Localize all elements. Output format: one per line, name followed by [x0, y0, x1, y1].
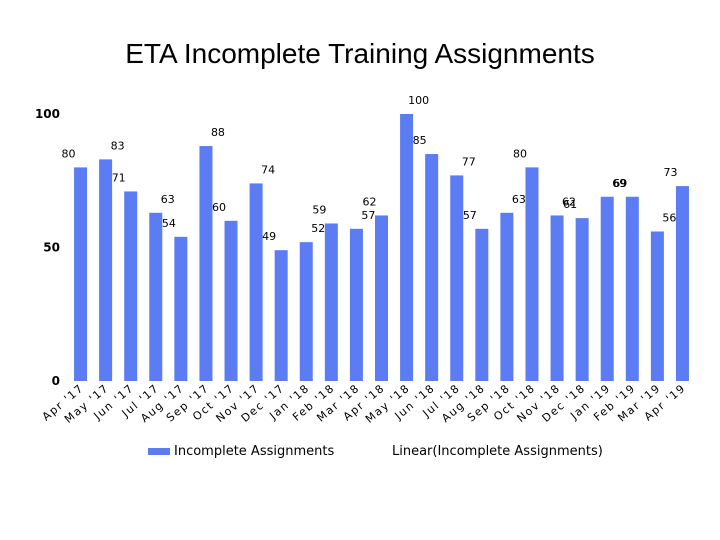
- legend-label-linear: Linear(Incomplete Assignments): [392, 444, 603, 459]
- data-label: 49: [262, 230, 276, 243]
- bars: [74, 114, 689, 381]
- bar: [400, 114, 414, 381]
- data-label: 100: [408, 94, 429, 107]
- bar: [650, 231, 664, 381]
- legend-label-incomplete: Incomplete Assignments: [174, 444, 335, 459]
- data-label: 73: [663, 166, 677, 179]
- data-label: 62: [562, 195, 576, 208]
- legend-item-incomplete: Incomplete Assignments: [148, 444, 334, 459]
- bar: [575, 218, 589, 381]
- data-label: 80: [62, 147, 76, 160]
- data-label: 57: [361, 209, 375, 222]
- bar: [500, 212, 514, 381]
- bar: [99, 159, 113, 381]
- bar: [174, 236, 188, 381]
- y-tick-label: 0: [52, 374, 60, 388]
- data-label: 57: [463, 209, 477, 222]
- bar: [274, 250, 288, 381]
- legend-item-linear: Linear(Incomplete Assignments): [392, 444, 603, 459]
- data-label: 74: [261, 163, 275, 176]
- y-tick-label: 50: [43, 241, 60, 255]
- bar: [299, 242, 313, 381]
- data-label: 71: [112, 171, 126, 184]
- bar: [224, 220, 238, 381]
- chart-title: ETA Incomplete Training Assignments: [125, 38, 595, 69]
- bar: [324, 223, 338, 381]
- bar: [199, 146, 213, 381]
- data-label: 69: [613, 177, 627, 190]
- bar: [249, 183, 263, 381]
- data-label: 59: [312, 203, 326, 216]
- legend-swatch-incomplete: [148, 448, 170, 455]
- data-label: 63: [512, 193, 526, 206]
- bar: [675, 186, 689, 381]
- data-label: 62: [363, 195, 377, 208]
- bar: [625, 196, 639, 381]
- y-tick-label: 100: [35, 107, 60, 121]
- data-label: 80: [513, 147, 527, 160]
- bar: [550, 215, 564, 381]
- bar: [375, 215, 388, 381]
- data-label: 83: [111, 139, 125, 152]
- y-axis: 0 50 100: [35, 107, 60, 388]
- data-label: 54: [162, 217, 176, 230]
- bar: [450, 175, 464, 381]
- data-label: 56: [662, 211, 676, 224]
- bar: [149, 212, 163, 381]
- bar: [124, 191, 138, 381]
- data-label: 60: [212, 201, 226, 214]
- data-label: 88: [211, 126, 225, 139]
- bar: [349, 228, 363, 381]
- bar: [74, 167, 88, 381]
- bar: [525, 167, 539, 381]
- data-label: 63: [161, 193, 175, 206]
- data-label: 77: [462, 155, 476, 168]
- bar: [475, 228, 489, 381]
- bar: [600, 196, 614, 381]
- data-label: 69: [612, 177, 626, 190]
- bar: [425, 154, 439, 381]
- data-label: 85: [413, 134, 427, 147]
- data-label: 52: [311, 222, 325, 235]
- data-label: 61: [563, 198, 577, 211]
